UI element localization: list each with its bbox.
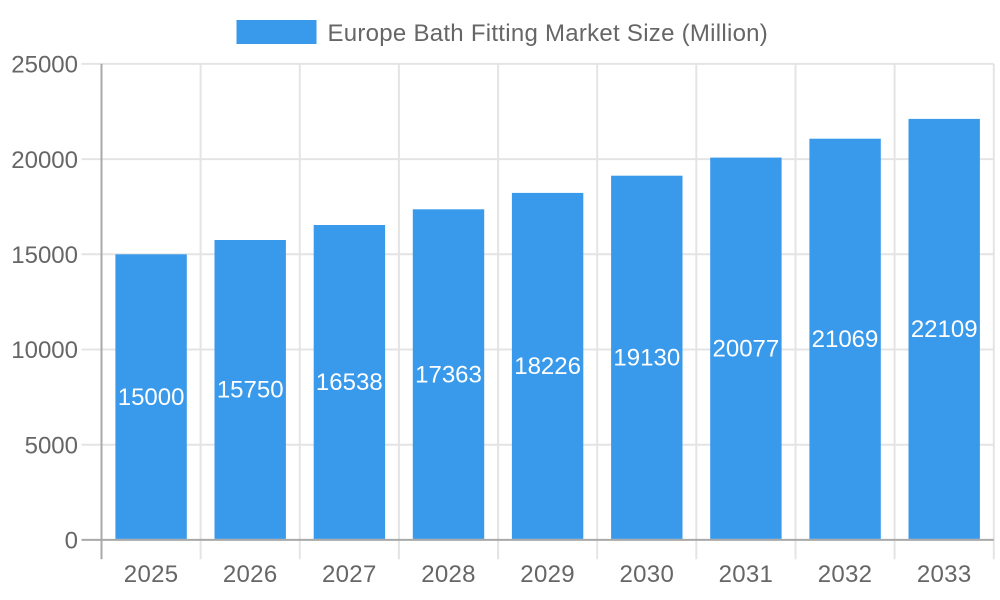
svg-text:2030: 2030 <box>620 561 675 588</box>
svg-text:15000: 15000 <box>11 242 78 269</box>
svg-text:17363: 17363 <box>415 361 482 388</box>
svg-text:22109: 22109 <box>911 316 978 343</box>
svg-text:2025: 2025 <box>124 561 179 588</box>
svg-text:15000: 15000 <box>118 384 185 411</box>
svg-text:2026: 2026 <box>223 561 278 588</box>
svg-text:16538: 16538 <box>316 369 383 396</box>
svg-text:2028: 2028 <box>421 561 476 588</box>
svg-text:15750: 15750 <box>217 377 284 404</box>
svg-text:20077: 20077 <box>713 336 780 363</box>
svg-text:5000: 5000 <box>25 432 78 459</box>
svg-text:0: 0 <box>65 528 78 555</box>
svg-text:2027: 2027 <box>322 561 377 588</box>
svg-text:2029: 2029 <box>520 561 575 588</box>
svg-text:21069: 21069 <box>812 326 879 353</box>
svg-text:25000: 25000 <box>11 52 78 79</box>
svg-text:19130: 19130 <box>613 345 680 372</box>
svg-text:20000: 20000 <box>11 147 78 174</box>
svg-text:10000: 10000 <box>11 337 78 364</box>
svg-text:2031: 2031 <box>719 561 774 588</box>
svg-text:2032: 2032 <box>818 561 873 588</box>
svg-text:2033: 2033 <box>917 561 972 588</box>
svg-text:18226: 18226 <box>514 353 581 380</box>
svg-text:Europe Bath Fitting Market Siz: Europe Bath Fitting Market Size (Million… <box>328 20 769 47</box>
